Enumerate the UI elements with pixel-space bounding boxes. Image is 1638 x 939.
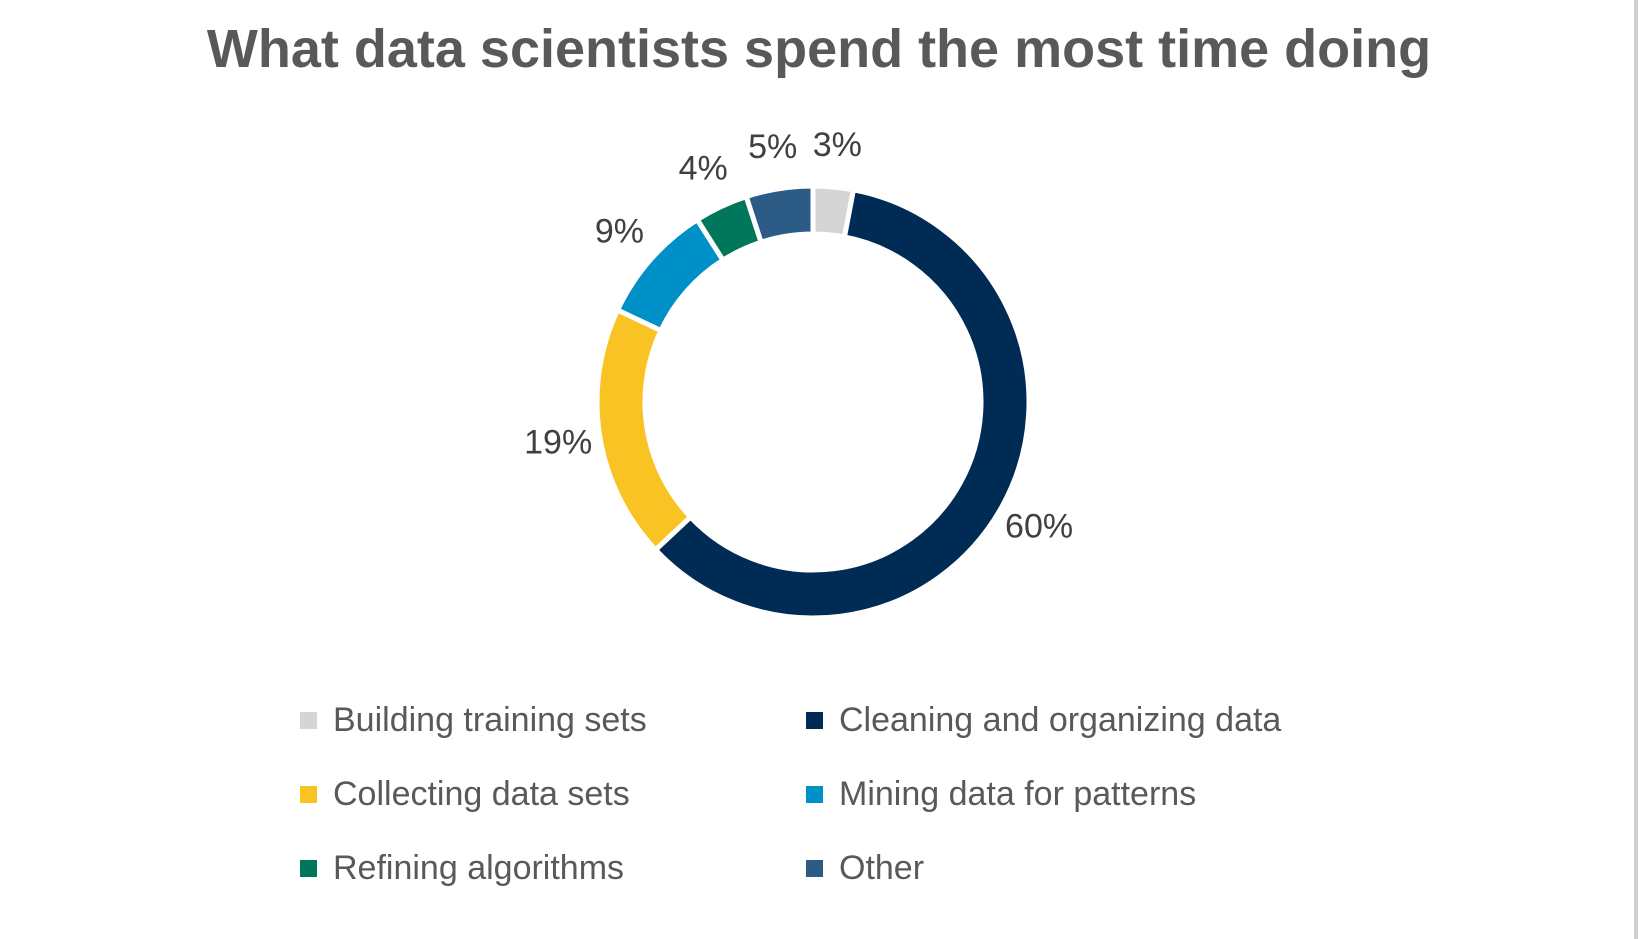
legend-item-mining-data-for-patterns: Mining data for patterns — [806, 764, 1196, 824]
legend-label: Building training sets — [333, 700, 647, 739]
slice-collecting-data-sets — [594, 306, 695, 554]
legend-label: Collecting data sets — [333, 774, 630, 813]
data-label-cleaning-and-organizing-data: 60% — [1005, 507, 1073, 545]
legend-label: Other — [839, 848, 925, 887]
legend-label: Mining data for patterns — [839, 774, 1197, 813]
legend-label: Refining algorithms — [333, 848, 625, 887]
legend-item-other: Other — [806, 838, 924, 898]
legend-swatch — [300, 785, 317, 803]
legend-item-refining-algorithms: Refining algorithms — [300, 838, 624, 898]
legend-item-cleaning-and-organizing-data: Cleaning and organizing data — [806, 690, 1281, 750]
legend-swatch — [300, 711, 317, 729]
data-label-refining-algorithms: 4% — [679, 150, 728, 188]
legend-swatch — [806, 785, 823, 803]
data-label-building-training-sets: 3% — [813, 126, 862, 164]
legend-item-building-training-sets: Building training sets — [300, 690, 647, 750]
legend-item-collecting-data-sets: Collecting data sets — [300, 764, 630, 824]
slice-cleaning-and-organizing-data — [652, 186, 1032, 621]
data-label-other: 5% — [748, 128, 797, 166]
data-label-collecting-data-sets: 19% — [524, 423, 592, 461]
legend-swatch — [806, 859, 823, 877]
legend-swatch — [300, 859, 317, 877]
legend-label: Cleaning and organizing data — [839, 700, 1282, 739]
page-edge — [1634, 0, 1638, 939]
data-label-mining-data-for-patterns: 9% — [595, 212, 644, 250]
chart-title: What data scientists spend the most time… — [206, 19, 1432, 79]
legend-swatch — [806, 711, 823, 729]
slice-other — [743, 183, 816, 246]
